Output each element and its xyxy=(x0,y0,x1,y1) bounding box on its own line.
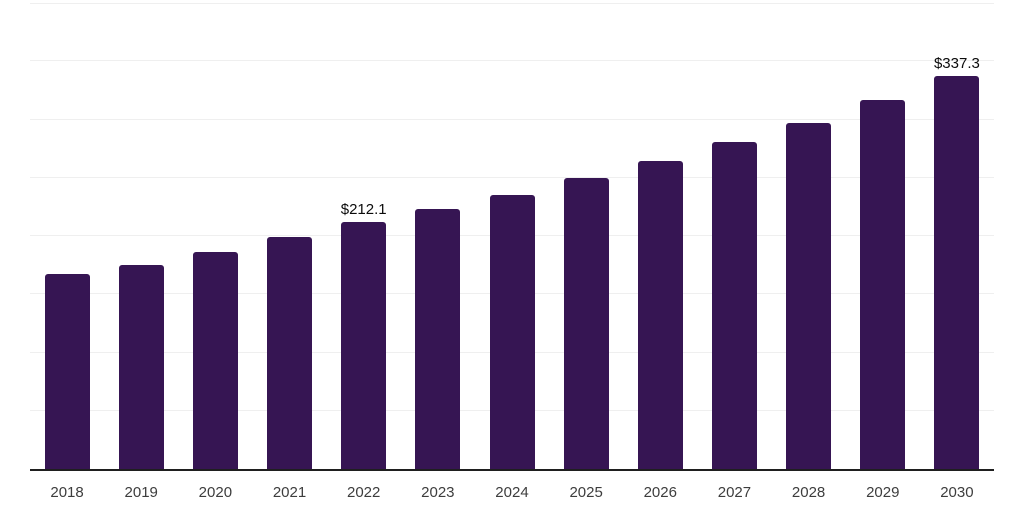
x-axis: 2018 2019 2020 2021 2022 2023 2024 2025 2026 2027… xyxy=(30,484,994,506)
bar-2027 xyxy=(711,142,757,469)
x-tick-2021: 2021 xyxy=(272,484,307,501)
bar-2020 xyxy=(192,252,238,469)
value-label-2022: $212.1 xyxy=(340,200,387,218)
gridline xyxy=(30,118,994,120)
x-tick-2029: 2029 xyxy=(866,484,900,501)
gridline xyxy=(30,60,994,62)
bar-2028 xyxy=(786,123,832,469)
bar-2025 xyxy=(563,178,609,469)
gridline xyxy=(30,3,994,4)
gridline xyxy=(30,176,994,178)
bar-2022 xyxy=(341,221,387,469)
x-tick-2028: 2028 xyxy=(791,484,826,501)
x-tick-2018: 2018 xyxy=(50,484,84,501)
x-tick-2030: 2030 xyxy=(940,484,974,501)
x-tick-2025: 2025 xyxy=(569,484,603,501)
x-tick-2027: 2027 xyxy=(717,484,752,501)
bar-2021 xyxy=(267,236,313,469)
bar-2026 xyxy=(637,161,683,469)
bar-2023 xyxy=(415,208,461,469)
bar-2024 xyxy=(489,195,535,469)
x-tick-2024: 2024 xyxy=(495,484,529,501)
bar-2030 xyxy=(934,76,980,469)
x-tick-2023: 2023 xyxy=(421,484,455,501)
bar-2018 xyxy=(44,274,90,469)
bar-2019 xyxy=(118,264,164,469)
x-tick-2019: 2019 xyxy=(124,484,158,501)
x-tick-2020: 2020 xyxy=(198,484,233,501)
x-tick-2022: 2022 xyxy=(346,484,381,501)
bar-2029 xyxy=(860,100,906,469)
value-label-2030: $337.3 xyxy=(933,55,980,73)
x-tick-2026: 2026 xyxy=(643,484,677,501)
plot-area: $212.1 $337.3 xyxy=(30,3,994,471)
